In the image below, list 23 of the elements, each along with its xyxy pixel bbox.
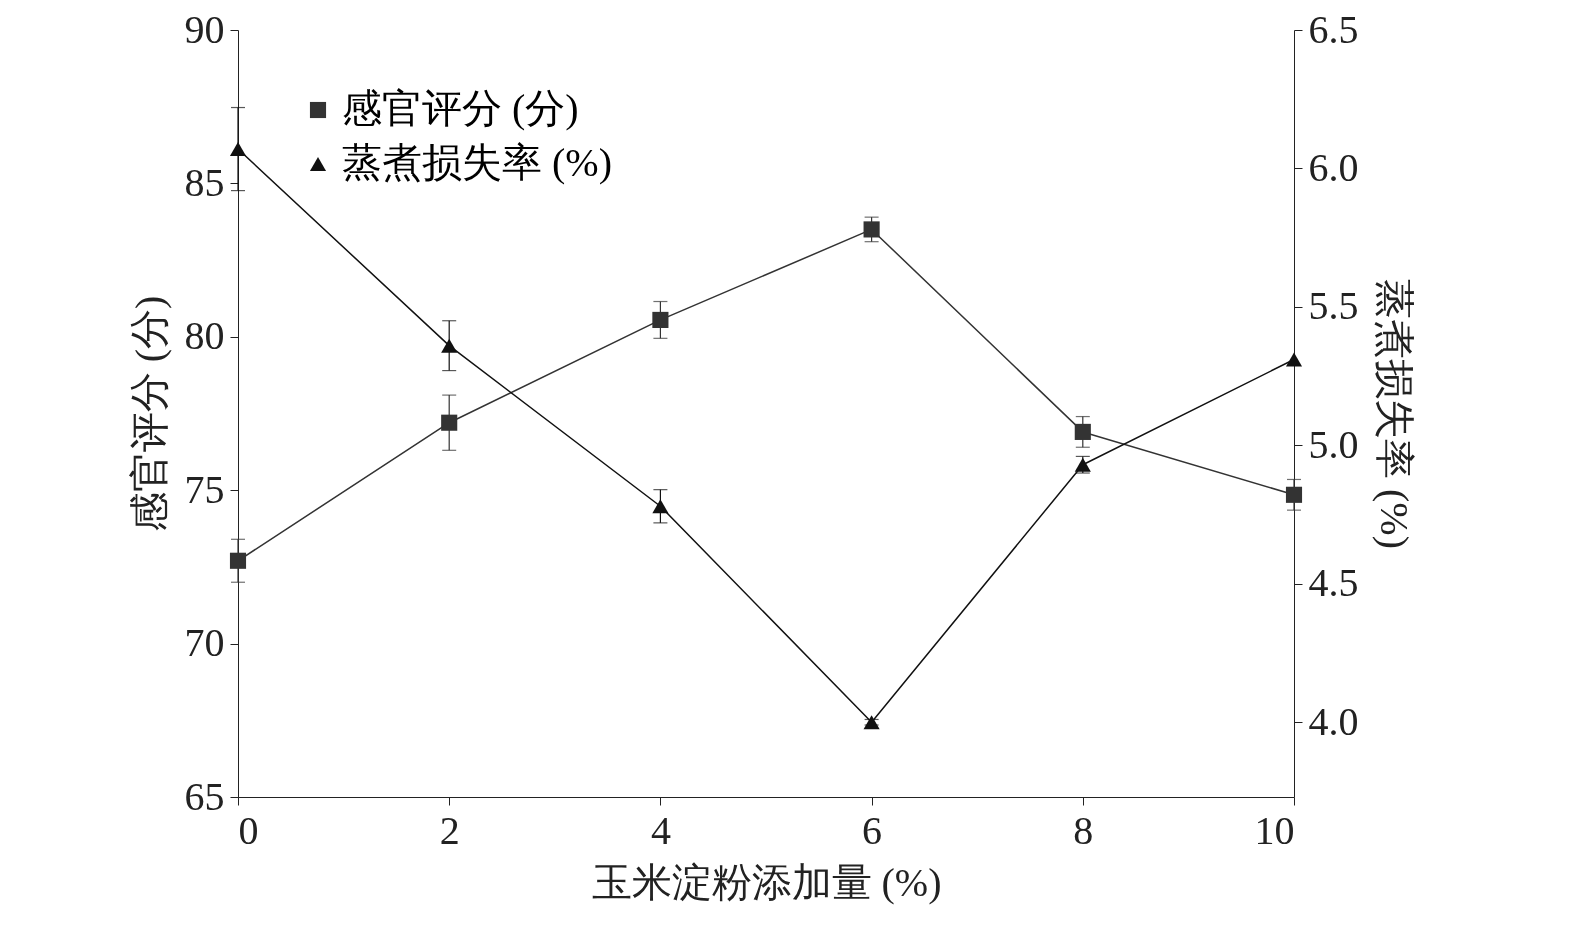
x-tick-label: 0 — [238, 807, 259, 853]
legend-label: 蒸煮损失率 (%) — [342, 140, 612, 185]
y2-tick-label: 5.5 — [1308, 283, 1359, 329]
y-tick-label: 75 — [184, 466, 225, 512]
x-axis-title: 玉米淀粉添加量 (%) — [591, 859, 942, 905]
y2-tick-label: 6.0 — [1308, 144, 1359, 190]
y2-tick-label: 4.5 — [1308, 560, 1359, 606]
legend-label: 感官评分 (分) — [342, 86, 579, 131]
x-tick-label: 2 — [439, 807, 460, 853]
x-tick-label: 4 — [650, 807, 671, 853]
y-tick-label: 90 — [184, 6, 225, 52]
y2-axis-title: 蒸煮损失率 (%) — [1371, 279, 1417, 549]
y-tick-label: 65 — [184, 773, 225, 819]
y2-tick-label: 4.0 — [1308, 698, 1359, 744]
x-tick-label: 10 — [1254, 807, 1295, 853]
y-tick-label: 70 — [184, 620, 225, 666]
y-tick-label: 85 — [184, 159, 225, 205]
y2-tick-label: 6.5 — [1308, 6, 1359, 52]
y2-tick-label: 5.0 — [1308, 421, 1359, 467]
x-tick-label: 6 — [862, 807, 883, 853]
y-axis-title: 感官评分 (分) — [126, 295, 172, 533]
y-tick-label: 80 — [184, 313, 225, 359]
x-tick-label: 8 — [1073, 807, 1094, 853]
